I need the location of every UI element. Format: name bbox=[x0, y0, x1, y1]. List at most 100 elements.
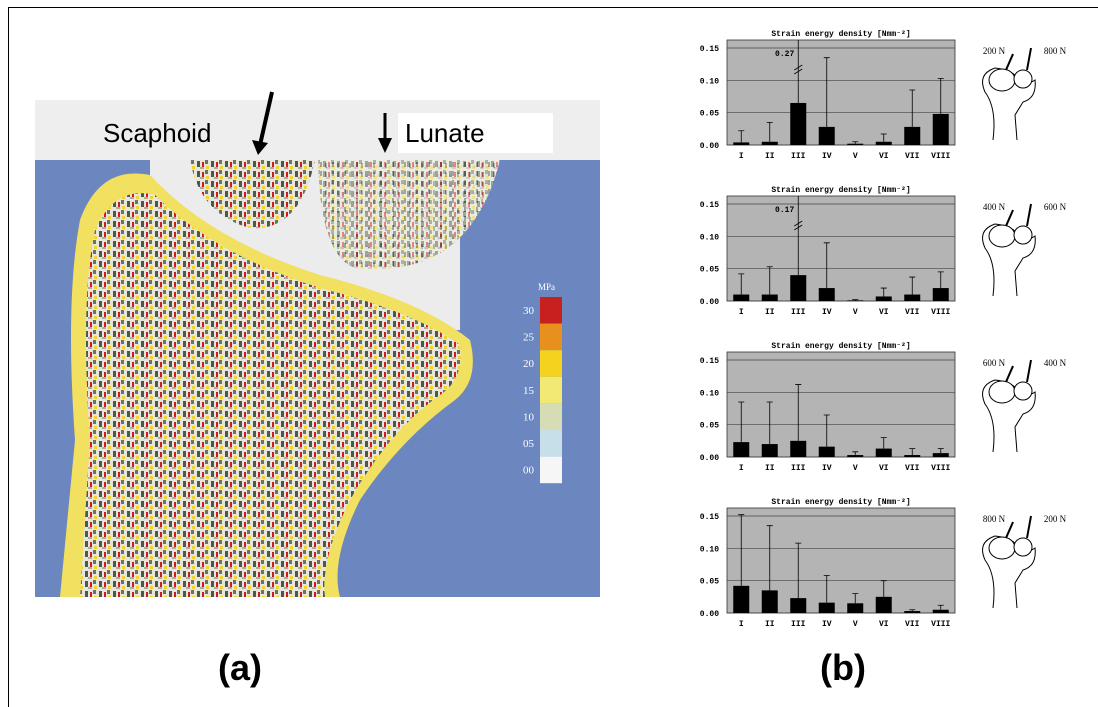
plot-area bbox=[726, 39, 956, 146]
panel-a-image bbox=[35, 100, 600, 597]
load-arrow bbox=[1005, 209, 1014, 227]
y-tick-label: 0.10 bbox=[700, 389, 719, 398]
lunate-label: Lunate bbox=[405, 118, 485, 148]
error-bar bbox=[880, 580, 887, 597]
bar bbox=[761, 141, 778, 145]
y-tick-label: 0.00 bbox=[700, 454, 719, 463]
bar bbox=[932, 609, 949, 613]
scaphoid-shape bbox=[988, 68, 1016, 92]
error-bar bbox=[766, 266, 773, 295]
load-arrow bbox=[1005, 521, 1014, 539]
bar bbox=[847, 455, 864, 457]
error-bar bbox=[880, 133, 887, 142]
load-label: 600 N bbox=[1044, 202, 1067, 212]
x-tick-label: I bbox=[739, 620, 744, 629]
colorbar-swatch bbox=[540, 350, 562, 377]
bar bbox=[733, 142, 750, 145]
colorbar-swatch bbox=[540, 403, 562, 430]
scaphoid-shape bbox=[988, 224, 1016, 248]
bar bbox=[818, 126, 835, 145]
colorbar-label: 05 bbox=[523, 438, 535, 450]
x-tick-label: VII bbox=[905, 152, 920, 161]
x-tick-label: VII bbox=[905, 464, 920, 473]
error-bar bbox=[766, 401, 773, 445]
x-tick-label: VII bbox=[905, 620, 920, 629]
error-bar bbox=[738, 514, 745, 586]
load-label: 600 N bbox=[983, 358, 1006, 368]
bar bbox=[932, 113, 949, 145]
chart-title: Strain energy density [Nmm⁻²] bbox=[771, 498, 910, 507]
x-tick-label: IV bbox=[822, 464, 832, 473]
bar bbox=[875, 448, 892, 457]
error-bar bbox=[766, 525, 773, 591]
panel-label: (a) bbox=[218, 647, 262, 688]
error-bar bbox=[766, 121, 773, 142]
bar bbox=[790, 102, 807, 145]
y-tick-label: 0.10 bbox=[700, 77, 719, 86]
chart-title: Strain energy density [Nmm⁻²] bbox=[771, 186, 910, 195]
bar bbox=[904, 611, 921, 613]
bar bbox=[847, 300, 864, 301]
x-tick-label: I bbox=[739, 464, 744, 473]
y-tick-label: 0.05 bbox=[700, 110, 719, 119]
error-bar bbox=[823, 57, 830, 127]
colorbar-label: 00 bbox=[523, 465, 535, 477]
colorbar-swatch bbox=[540, 297, 562, 324]
bar bbox=[733, 442, 750, 457]
error-bar bbox=[937, 77, 944, 114]
colorbar-label: 15 bbox=[523, 385, 535, 397]
load-arrow bbox=[1026, 515, 1032, 539]
load-label: 400 N bbox=[983, 202, 1006, 212]
bar bbox=[875, 141, 892, 145]
bar bbox=[790, 440, 807, 457]
x-tick-label: V bbox=[853, 152, 858, 161]
panel-label: (b) bbox=[820, 647, 866, 688]
colorbar-swatch bbox=[540, 323, 562, 351]
y-tick-label: 0.15 bbox=[700, 513, 719, 522]
annotation: 0.17 bbox=[775, 206, 794, 215]
plot-area bbox=[726, 351, 956, 458]
y-tick-label: 0.00 bbox=[700, 610, 719, 619]
load-arrow bbox=[1026, 359, 1032, 383]
error-bar bbox=[852, 593, 859, 604]
y-tick-label: 0.10 bbox=[700, 545, 719, 554]
colorbar-swatch bbox=[540, 456, 562, 484]
colorbar: 30 25 20 15 10 05 00 bbox=[523, 297, 562, 484]
y-tick-label: 0.15 bbox=[700, 357, 719, 366]
colorbar-label: 30 bbox=[523, 305, 535, 317]
error-bar bbox=[738, 130, 745, 143]
bar bbox=[790, 598, 807, 613]
y-tick-label: 0.00 bbox=[700, 298, 719, 307]
x-tick-label: IV bbox=[822, 620, 832, 629]
error-bar bbox=[852, 299, 859, 301]
error-bar bbox=[795, 384, 802, 441]
x-tick-label: III bbox=[791, 308, 806, 317]
x-tick-label: II bbox=[765, 620, 775, 629]
x-tick-label: VIII bbox=[931, 620, 950, 629]
x-tick-label: VI bbox=[879, 308, 889, 317]
bar bbox=[932, 288, 949, 301]
plot-area bbox=[726, 195, 956, 302]
y-tick-label: 0.05 bbox=[700, 422, 719, 431]
x-tick-label: V bbox=[853, 464, 858, 473]
scaphoid-shape bbox=[988, 536, 1016, 560]
x-tick-label: II bbox=[765, 152, 775, 161]
colorbar-label: 10 bbox=[523, 411, 535, 423]
error-bar bbox=[795, 542, 802, 599]
x-tick-label: V bbox=[853, 620, 858, 629]
bar bbox=[733, 294, 750, 301]
x-tick-label: IV bbox=[822, 308, 832, 317]
bar bbox=[847, 603, 864, 613]
error-bar bbox=[937, 271, 944, 289]
error-bar bbox=[880, 437, 887, 449]
lunate-shape bbox=[1013, 537, 1033, 557]
error-bar bbox=[937, 604, 944, 610]
chart-title: Strain energy density [Nmm⁻²] bbox=[771, 342, 910, 351]
x-tick-label: III bbox=[791, 152, 806, 161]
x-tick-label: VIII bbox=[931, 464, 950, 473]
lunate-shape bbox=[1013, 381, 1033, 401]
error-bar bbox=[937, 448, 944, 454]
bar bbox=[818, 446, 835, 457]
load-label: 200 N bbox=[1044, 514, 1067, 524]
chart-title: Strain energy density [Nmm⁻²] bbox=[771, 30, 910, 39]
